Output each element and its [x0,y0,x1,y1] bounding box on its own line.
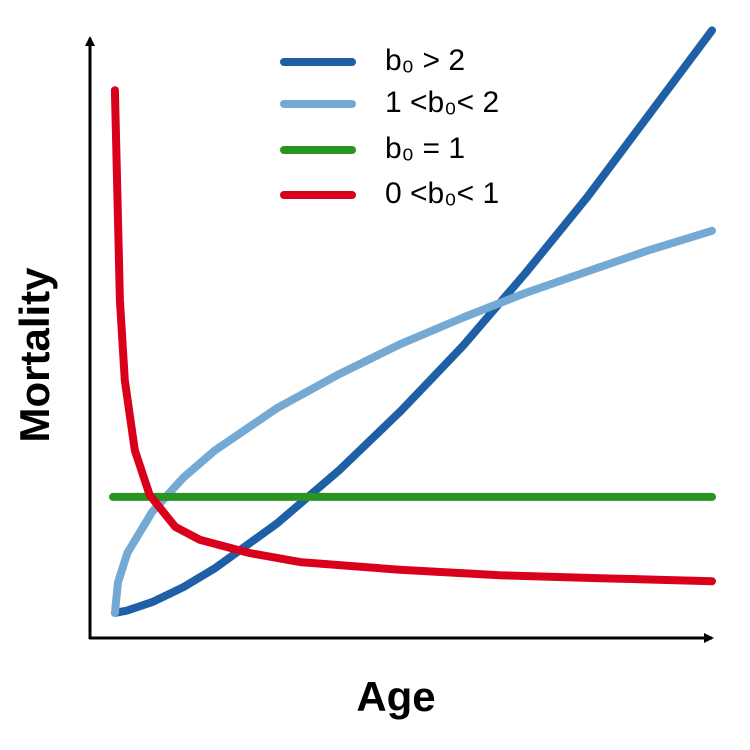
series-line [110,226,716,617]
series-line [110,86,716,586]
x-axis-label: Age [356,673,435,720]
legend-label: b₀ > 2 [385,44,465,77]
legend-label: 0 <b₀< 1 [385,177,499,210]
legend-label: b₀ = 1 [385,132,465,165]
legend-label: 1 <b₀< 2 [385,86,499,119]
y-axis-label: Mortality [11,267,58,443]
